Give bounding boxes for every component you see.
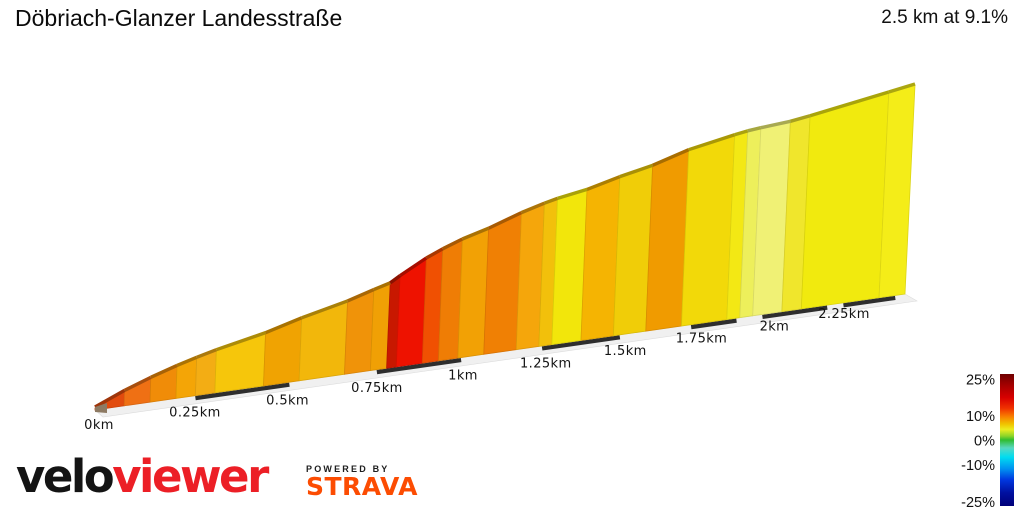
baseline-dash (195, 382, 290, 401)
distance-label: 1.75km (676, 332, 728, 347)
climb-summary: 2.5 km at 9.1% (881, 7, 1008, 28)
legend-tick-label: 0% (974, 434, 995, 450)
profile-top-bevel (747, 126, 762, 133)
profile-top-bevel (425, 247, 444, 260)
profile-top-bevel (809, 90, 890, 118)
baseline-dash (376, 357, 462, 375)
distance-label: 1.5km (604, 344, 647, 359)
profile-top-bevel (150, 363, 178, 379)
strava-attribution: POWERED BY STRAVA (306, 464, 418, 499)
legend-tick-label: 10% (966, 409, 995, 425)
legend-tick-label: -10% (961, 458, 995, 474)
distance-label: 2.25km (818, 307, 870, 322)
profile-top-bevel (301, 299, 349, 320)
profile-tip-face (95, 403, 107, 413)
veloviewer-logo-viewer: viewer (112, 450, 269, 503)
profile-top-bevel (123, 375, 152, 392)
profile-top-bevel (399, 256, 428, 278)
veloviewer-logo-velo: velo (16, 450, 115, 503)
veloviewer-logo: veloviewer (16, 450, 269, 503)
powered-by-label: POWERED BY (306, 464, 390, 474)
profile-top-bevel (586, 175, 621, 192)
baseline-dash (690, 318, 737, 330)
gradient-segment (457, 228, 490, 359)
profile-top-bevel (520, 201, 546, 215)
baseline-dash (843, 295, 896, 308)
profile-top-bevel (264, 316, 303, 335)
distance-label: 0km (84, 418, 114, 433)
baseline-dash (762, 305, 828, 319)
distance-label: 1.25km (520, 356, 572, 371)
profile-top-bevel (346, 288, 375, 303)
gradient-segment (298, 301, 348, 382)
profile-top-bevel (619, 163, 654, 179)
distance-label: 0.25km (169, 406, 221, 421)
profile-top-bevel (556, 187, 588, 200)
gradient-segment (483, 212, 522, 355)
profile-top-bevel (543, 196, 559, 205)
profile-top-bevel (196, 348, 217, 359)
legend-tick-label: 25% (966, 372, 995, 388)
profile-top-bevel (487, 211, 523, 230)
profile-top-bevel (888, 82, 916, 94)
profile-top-bevel (688, 133, 736, 152)
strava-logo: STRAVA (306, 472, 418, 501)
profile-top-bevel (789, 114, 811, 123)
profile-top-bevel (215, 331, 267, 352)
profile-top-bevel (176, 355, 198, 368)
profile-top-bevel (389, 274, 402, 285)
baseline-dash (541, 335, 621, 351)
profile-top-bevel (461, 226, 490, 241)
profile-top-bevel (94, 388, 126, 409)
profile-top-bevel (651, 148, 690, 167)
gradient-segment (344, 289, 375, 375)
gradient-segment (263, 318, 303, 387)
distance-label: 0.5km (266, 393, 309, 408)
distance-label: 1km (448, 369, 478, 384)
profile-top-bevel (441, 237, 464, 251)
gradient-segment (800, 92, 890, 310)
profile-top-bevel (760, 119, 791, 130)
profile-top-bevel (373, 281, 391, 292)
distance-label: 0.75km (351, 381, 403, 396)
legend-tick-label: -25% (961, 495, 995, 511)
distance-label: 2km (760, 319, 790, 334)
gradient-segment (681, 135, 736, 327)
profile-top-bevel (734, 129, 749, 137)
legend-gradient-bar (1000, 374, 1014, 506)
page-title: Döbriach-Glanzer Landesstraße (15, 5, 343, 31)
